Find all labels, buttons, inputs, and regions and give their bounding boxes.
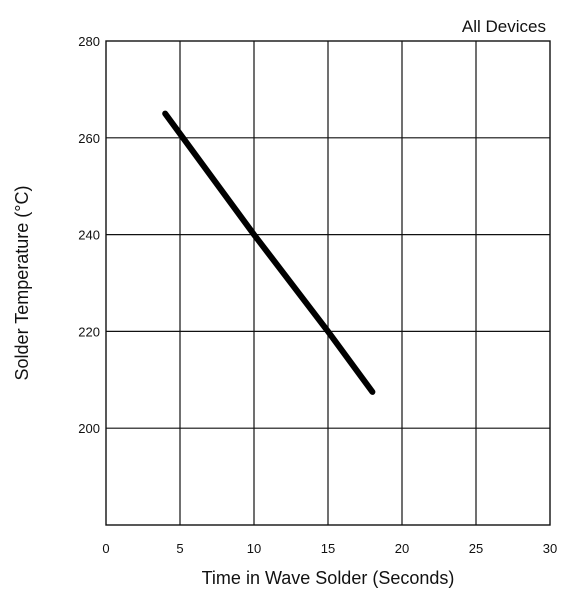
gridlines <box>106 41 550 525</box>
series-layer <box>162 110 376 395</box>
y-tick-label: 220 <box>78 324 100 339</box>
y-tick-label: 240 <box>78 228 100 243</box>
x-tick-label: 15 <box>321 541 335 556</box>
y-tick-label: 200 <box>78 421 100 436</box>
y-tick-label: 280 <box>78 34 100 49</box>
x-tick-label: 20 <box>395 541 409 556</box>
x-tick-label: 30 <box>543 541 557 556</box>
plot-area <box>105 40 551 526</box>
x-tick-labels: 0 5 10 15 20 25 30 <box>102 541 557 556</box>
x-tick-label: 25 <box>469 541 483 556</box>
x-tick-label: 10 <box>247 541 261 556</box>
y-tick-labels: 200 220 240 260 280 <box>78 34 100 436</box>
x-tick-label: 0 <box>102 541 109 556</box>
x-tick-label: 5 <box>176 541 183 556</box>
series-line <box>162 110 376 395</box>
y-tick-label: 260 <box>78 131 100 146</box>
legend-label-all-devices: All Devices <box>462 17 546 36</box>
y-axis-title: Solder Temperature (°C) <box>12 186 32 381</box>
x-axis-title: Time in Wave Solder (Seconds) <box>202 568 455 588</box>
